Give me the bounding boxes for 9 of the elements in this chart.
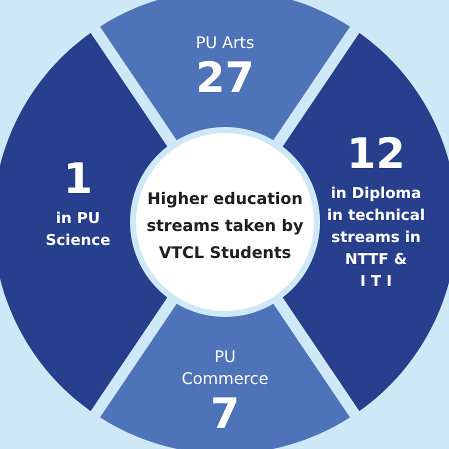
category-label: PU Arts	[196, 33, 254, 52]
text: Higher education streams taken by VTCL Students	[146, 189, 304, 262]
category-label: in PU Science	[46, 209, 110, 249]
data-label: 7	[210, 389, 240, 438]
data-label: 27	[196, 53, 254, 102]
category-label: in Diploma in technical streams in NTTF & I T I	[327, 184, 425, 290]
category-label: PU Commerce	[182, 347, 268, 388]
data-label: 1	[63, 154, 93, 203]
data-label: 12	[346, 129, 406, 178]
